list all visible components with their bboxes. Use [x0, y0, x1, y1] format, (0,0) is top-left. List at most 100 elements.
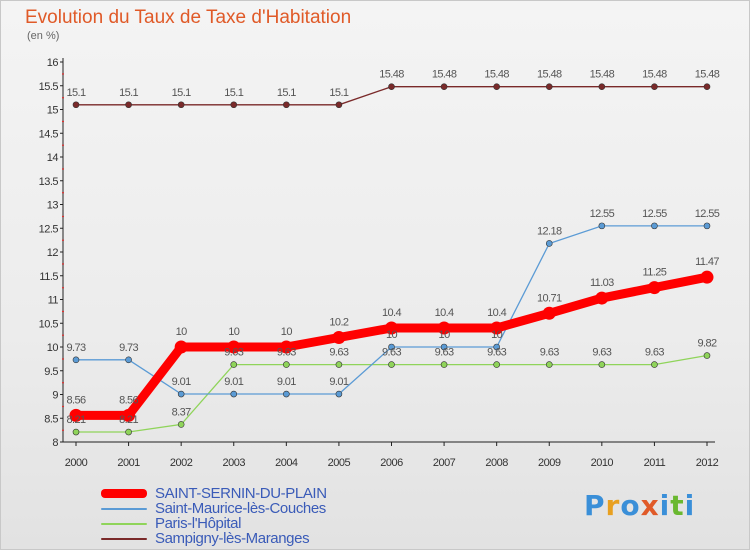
data-point-paris-l-h-pital	[177, 421, 185, 428]
data-label-saint-maurice-l-s-couches: 9.01	[224, 376, 243, 388]
logo-letter: i	[659, 489, 671, 522]
data-point-sampigny-l-s-maranges	[545, 83, 553, 90]
x-tick-label: 2008	[485, 457, 508, 469]
y-tick-label: 12.5	[39, 223, 59, 235]
x-tick-label: 2010	[591, 457, 614, 469]
x-tick-label: 2007	[433, 457, 456, 469]
data-label-saint-maurice-l-s-couches: 12.55	[590, 208, 615, 220]
data-point-saint-maurice-l-s-couches	[283, 390, 290, 398]
data-point-paris-l-h-pital	[545, 361, 553, 368]
data-point-saint-sernin-du-plain	[332, 331, 346, 344]
data-label-saint-sernin-du-plain: 11.03	[590, 277, 614, 289]
data-point-paris-l-h-pital	[72, 428, 80, 436]
data-point-saint-maurice-l-s-couches	[335, 390, 343, 398]
data-point-sampigny-l-s-maranges	[72, 101, 80, 109]
logo-letter: r	[605, 489, 621, 522]
logo-letter: i	[684, 489, 696, 522]
data-label-saint-sernin-du-plain: 10.4	[435, 307, 454, 319]
y-tick-label: 9.5	[44, 366, 58, 378]
data-label-sampigny-l-s-maranges: 15.1	[277, 87, 296, 99]
data-label-paris-l-h-pital: 8.21	[66, 414, 85, 426]
data-label-saint-maurice-l-s-couches: 10	[439, 329, 451, 341]
y-minor-tick	[62, 144, 64, 146]
data-point-paris-l-h-pital	[440, 361, 448, 368]
y-minor-tick	[62, 215, 64, 218]
data-label-saint-maurice-l-s-couches: 9.01	[277, 376, 296, 388]
data-point-sampigny-l-s-maranges	[335, 101, 343, 109]
data-point-saint-maurice-l-s-couches	[545, 240, 553, 247]
data-label-paris-l-h-pital: 9.63	[645, 347, 664, 359]
chart-legend: SAINT-SERNIN-DU-PLAIN Saint-Maurice-lès-C…	[101, 485, 327, 547]
data-point-saint-sernin-du-plain	[647, 281, 661, 295]
data-label-saint-maurice-l-s-couches: 12.18	[537, 225, 562, 237]
legend-item: Paris-l'Hôpital	[101, 515, 327, 532]
data-point-sampigny-l-s-maranges	[651, 83, 658, 90]
data-point-sampigny-l-s-maranges	[125, 101, 132, 109]
y-minor-tick	[62, 358, 64, 360]
data-label-paris-l-h-pital: 9.63	[592, 347, 611, 359]
data-point-saint-sernin-du-plain	[490, 321, 504, 335]
x-tick-label: 2001	[117, 457, 140, 469]
x-tick-label: 2005	[328, 457, 351, 469]
data-point-paris-l-h-pital	[125, 428, 132, 436]
data-label-paris-l-h-pital: 9.82	[697, 338, 716, 350]
data-point-saint-sernin-du-plain	[437, 321, 451, 335]
legend-label: Paris-l'Hôpital	[155, 515, 242, 532]
data-label-sampigny-l-s-maranges: 15.48	[642, 69, 667, 81]
y-tick-label: 13.5	[39, 176, 59, 188]
data-label-saint-maurice-l-s-couches: 10	[491, 329, 503, 341]
data-point-paris-l-h-pital	[388, 361, 395, 368]
data-point-sampigny-l-s-maranges	[493, 83, 500, 90]
legend-label: Saint-Maurice-lès-Couches	[155, 500, 326, 517]
y-tick-label: 10	[47, 342, 59, 354]
data-point-saint-maurice-l-s-couches	[230, 390, 238, 398]
legend-swatch	[101, 489, 147, 498]
data-label-saint-sernin-du-plain: 11.25	[643, 267, 667, 279]
data-point-saint-sernin-du-plain	[174, 340, 188, 354]
data-point-saint-sernin-du-plain	[279, 340, 293, 354]
data-point-saint-sernin-du-plain	[122, 408, 136, 422]
y-tick-label: 14	[47, 152, 59, 164]
data-label-sampigny-l-s-maranges: 15.1	[329, 87, 348, 99]
y-minor-tick	[62, 97, 64, 99]
data-point-paris-l-h-pital	[651, 361, 658, 368]
data-label-sampigny-l-s-maranges: 15.1	[224, 87, 243, 99]
y-minor-tick	[62, 429, 64, 431]
data-point-saint-sernin-du-plain	[69, 408, 83, 422]
data-label-saint-sernin-du-plain: 10.4	[487, 307, 506, 319]
legend-item: Sampigny-lès-Maranges	[101, 530, 327, 547]
data-point-sampigny-l-s-maranges	[388, 83, 395, 90]
logo-letter: P	[584, 489, 606, 522]
x-tick-label: 2011	[644, 457, 666, 469]
data-label-sampigny-l-s-maranges: 15.1	[119, 87, 138, 99]
data-label-paris-l-h-pital: 9.63	[224, 347, 243, 359]
x-tick-label: 2004	[275, 457, 298, 469]
data-label-saint-maurice-l-s-couches: 12.55	[642, 208, 667, 220]
data-label-saint-sernin-du-plain: 10.4	[382, 307, 401, 319]
y-tick-label: 15	[47, 105, 59, 117]
data-point-saint-sernin-du-plain	[595, 291, 609, 305]
y-tick-label: 16	[47, 57, 59, 69]
legend-swatch	[101, 522, 147, 525]
data-label-saint-maurice-l-s-couches: 9.73	[66, 342, 85, 354]
data-label-sampigny-l-s-maranges: 15.48	[695, 69, 720, 81]
y-minor-tick	[62, 405, 64, 408]
data-label-paris-l-h-pital: 8.37	[172, 406, 191, 418]
data-label-paris-l-h-pital: 9.63	[435, 347, 454, 359]
y-tick-label: 14.5	[39, 128, 59, 140]
data-point-paris-l-h-pital	[703, 352, 711, 359]
logo-letter: x	[640, 489, 660, 522]
data-point-paris-l-h-pital	[335, 361, 343, 368]
data-label-sampigny-l-s-maranges: 15.48	[379, 69, 404, 81]
y-minor-tick	[62, 310, 64, 313]
data-label-saint-sernin-du-plain: 10	[176, 326, 188, 338]
y-minor-tick	[62, 73, 64, 75]
y-tick-label: 15.5	[39, 81, 59, 93]
data-point-sampigny-l-s-maranges	[230, 101, 238, 109]
x-tick-label: 2000	[65, 457, 88, 469]
data-label-saint-maurice-l-s-couches: 9.01	[329, 376, 348, 388]
legend-swatch	[101, 537, 147, 540]
data-point-saint-maurice-l-s-couches	[651, 222, 658, 230]
data-point-saint-maurice-l-s-couches	[598, 222, 606, 230]
